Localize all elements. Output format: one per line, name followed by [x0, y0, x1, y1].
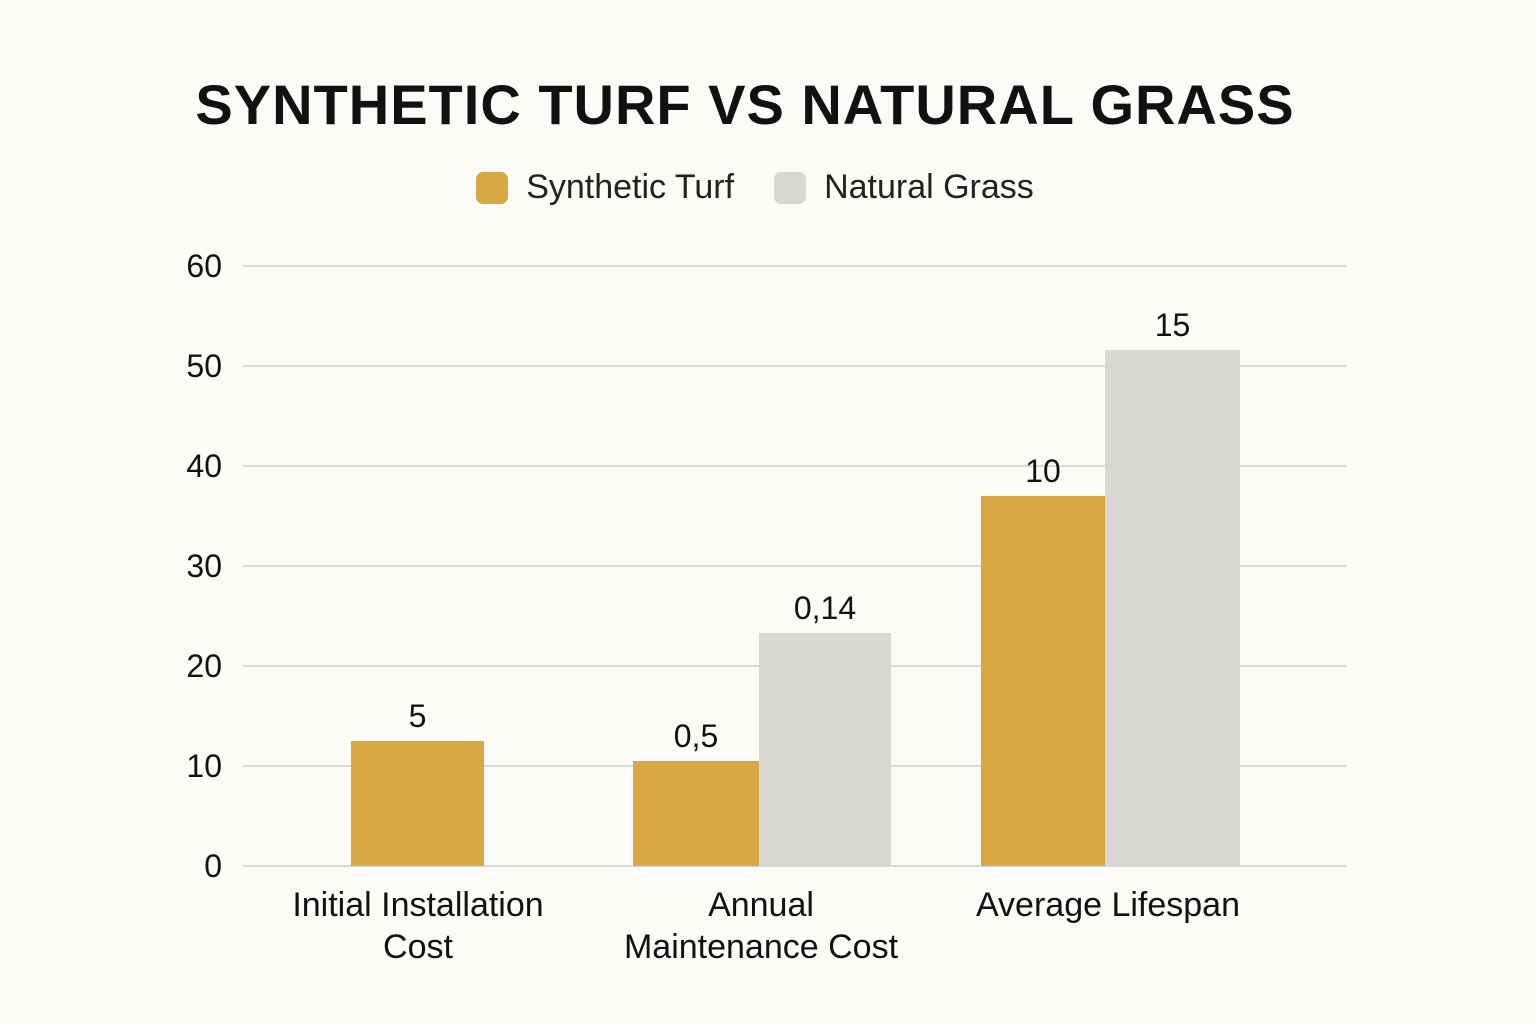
y-tick-label-60: 60 [186, 248, 222, 284]
legend-item-synthetic-turf: Synthetic Turf [476, 168, 734, 207]
data-label-natural-grass-1: 0,14 [794, 590, 856, 626]
data-label-synthetic-turf-1: 0,5 [674, 718, 718, 754]
data-label-synthetic-turf-0: 5 [409, 698, 427, 734]
x-category-label-1: Annual Maintenance Cost [624, 886, 899, 966]
bar-synthetic-turf-2 [981, 496, 1105, 866]
data-label-natural-grass-2: 15 [1155, 307, 1191, 343]
bar-synthetic-turf-1 [633, 761, 759, 866]
legend-label-synthetic-turf: Synthetic Turf [526, 168, 735, 206]
y-tick-label-20: 20 [186, 648, 222, 684]
legend-item-natural-grass: Natural Grass [774, 168, 1034, 207]
data-label-synthetic-turf-2: 10 [1025, 453, 1061, 489]
legend-label-natural-grass: Natural Grass [824, 168, 1034, 206]
x-category-label-0: Initial Installation Cost [292, 886, 543, 966]
y-tick-label-0: 0 [204, 848, 222, 884]
y-tick-label-30: 30 [186, 548, 222, 584]
legend: Synthetic Turf Natural Grass [0, 168, 1510, 207]
chart-title: SYNTHETIC TURF VS NATURAL GRASS [195, 73, 1295, 136]
bar-natural-grass-1 [759, 633, 891, 866]
legend-swatch-natural-grass [774, 171, 807, 204]
legend-swatch-synthetic-turf [476, 171, 509, 204]
bar-synthetic-turf-0 [351, 741, 484, 866]
y-tick-label-40: 40 [186, 448, 222, 484]
y-tick-label-10: 10 [186, 748, 222, 784]
x-category-label-2: Average Lifespan [976, 886, 1240, 924]
bar-natural-grass-2 [1105, 350, 1240, 866]
y-tick-label-50: 50 [186, 348, 222, 384]
